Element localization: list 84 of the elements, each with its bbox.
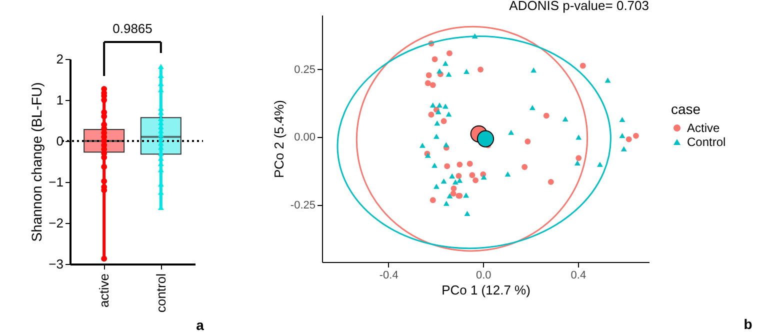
point: [478, 66, 484, 73]
point: [576, 155, 582, 161]
point: [450, 190, 456, 197]
text: 0.9865: [112, 21, 152, 36]
y-tick-label: 0.00: [294, 132, 316, 144]
point: [450, 185, 457, 192]
y-tick-label: 1: [56, 92, 64, 108]
text: a: [196, 317, 204, 333]
point: [456, 178, 463, 183]
x-axis-title: PCo 1 (12.7 %): [442, 282, 530, 298]
point: [433, 134, 440, 139]
point: [472, 177, 479, 184]
point: [466, 160, 473, 167]
point: [446, 193, 453, 198]
point: [446, 72, 452, 77]
x-tick-label: active: [96, 274, 112, 308]
point: [440, 118, 447, 124]
point: [432, 162, 438, 168]
point: [548, 178, 554, 185]
point: [436, 68, 442, 74]
point: [449, 173, 456, 179]
legend-label: Control: [687, 135, 726, 149]
legend-label: Active: [687, 121, 720, 135]
point: [596, 162, 603, 167]
point: [464, 68, 470, 74]
point: [444, 163, 450, 170]
point: [430, 102, 436, 108]
point: [626, 136, 632, 142]
point: [446, 112, 452, 117]
point: [580, 62, 586, 69]
point: [452, 179, 458, 184]
x-tick-label: 0.4: [570, 270, 586, 282]
x-tick-label: control: [153, 273, 168, 313]
x-tick-label: -0.4: [379, 270, 398, 282]
point: [434, 120, 440, 126]
point: [562, 116, 568, 122]
point: [576, 134, 582, 140]
x-tick-label: 0.0: [476, 270, 492, 282]
chart-title: ADONIS p-value= 0.703: [509, 0, 649, 13]
text: b: [744, 316, 752, 332]
point: [574, 160, 580, 166]
y-axis-title: PCo 2 (5.4%): [271, 100, 286, 178]
point: [463, 192, 470, 198]
point: [522, 164, 528, 170]
point: [430, 82, 436, 88]
point: [440, 178, 447, 184]
point: [530, 68, 537, 73]
y-tick-label: −1: [48, 174, 64, 190]
y-tick-label: −2: [48, 216, 64, 230]
point: [464, 210, 470, 216]
point: [435, 109, 442, 114]
point: [443, 200, 450, 206]
point: [529, 104, 536, 110]
legend-title: case: [671, 101, 701, 117]
point: [432, 56, 438, 62]
point: [620, 146, 627, 152]
point: [619, 116, 626, 122]
point: [456, 162, 463, 168]
y-axis-title: Shannon change (BL-FU): [28, 82, 45, 242]
point: [442, 60, 448, 66]
point: [430, 197, 436, 204]
y-tick-label: 2: [56, 52, 64, 66]
point: [420, 142, 426, 148]
point: [443, 142, 450, 148]
point: [543, 112, 550, 119]
point: [436, 102, 442, 108]
point: [604, 78, 611, 83]
point: [619, 132, 626, 138]
point: [433, 184, 440, 189]
point: [428, 112, 434, 118]
point: [633, 132, 639, 139]
point: [480, 174, 487, 180]
point: [424, 80, 431, 86]
point: [456, 173, 462, 179]
y-tick-label: -0.25: [290, 200, 316, 212]
point: [469, 172, 476, 178]
y-tick-label: 0.25: [294, 64, 316, 76]
y-tick-label: −3: [48, 256, 64, 272]
point: [508, 130, 514, 135]
point: [426, 72, 432, 78]
point: [442, 104, 448, 109]
point: [524, 138, 531, 144]
point: [504, 171, 511, 177]
point: [446, 50, 452, 56]
